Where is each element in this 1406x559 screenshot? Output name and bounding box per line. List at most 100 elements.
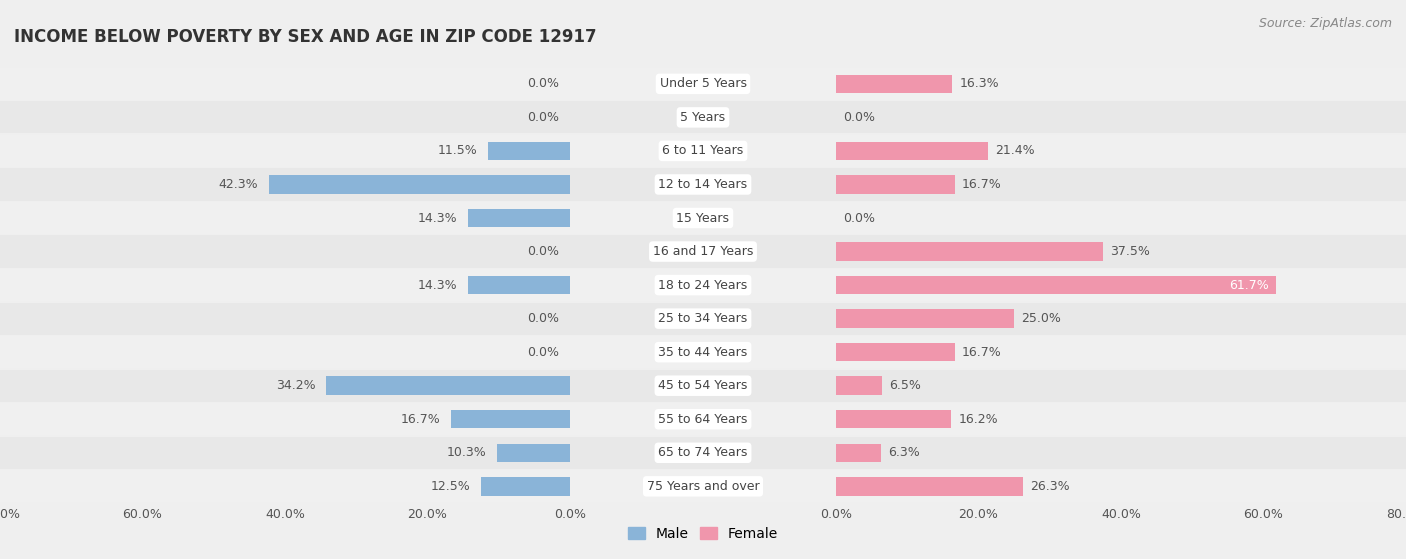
Bar [569, 403, 837, 435]
Text: 45 to 54 Years: 45 to 54 Years [658, 379, 748, 392]
Bar [0, 403, 569, 435]
Bar [0, 135, 569, 167]
Text: 14.3%: 14.3% [418, 211, 457, 225]
Bar [0, 336, 569, 368]
Bar [0, 235, 569, 268]
Bar [837, 310, 1014, 328]
Text: 0.0%: 0.0% [844, 211, 875, 225]
Text: 55 to 64 Years: 55 to 64 Years [658, 413, 748, 426]
Bar [837, 437, 1406, 469]
Bar [0, 369, 569, 402]
Text: 6.3%: 6.3% [889, 446, 920, 459]
Bar [0, 68, 569, 100]
Bar [569, 168, 837, 201]
Bar [837, 477, 1024, 496]
Bar [569, 437, 837, 469]
Bar [569, 135, 837, 167]
Bar [0, 101, 569, 134]
Text: 35 to 44 Years: 35 to 44 Years [658, 345, 748, 359]
Bar [0, 202, 569, 234]
Text: 16 and 17 Years: 16 and 17 Years [652, 245, 754, 258]
Bar [488, 142, 569, 160]
Text: 65 to 74 Years: 65 to 74 Years [658, 446, 748, 459]
Text: 6 to 11 Years: 6 to 11 Years [662, 144, 744, 158]
Bar [837, 410, 952, 428]
Bar [569, 101, 837, 134]
Bar [837, 68, 1406, 100]
Legend: Male, Female: Male, Female [623, 522, 783, 547]
Bar [837, 74, 952, 93]
Text: 5 Years: 5 Years [681, 111, 725, 124]
Text: 42.3%: 42.3% [218, 178, 257, 191]
Bar [0, 470, 569, 503]
Bar [837, 101, 1406, 134]
Bar [837, 235, 1406, 268]
Text: 6.5%: 6.5% [890, 379, 921, 392]
Bar [269, 175, 569, 193]
Text: 34.2%: 34.2% [276, 379, 315, 392]
Text: 16.2%: 16.2% [959, 413, 998, 426]
Text: 10.3%: 10.3% [446, 446, 486, 459]
Bar [468, 209, 569, 227]
Text: 16.7%: 16.7% [962, 178, 1002, 191]
Bar [569, 202, 837, 234]
Text: 16.7%: 16.7% [962, 345, 1002, 359]
Text: 25.0%: 25.0% [1021, 312, 1062, 325]
Text: Under 5 Years: Under 5 Years [659, 77, 747, 91]
Text: Source: ZipAtlas.com: Source: ZipAtlas.com [1258, 17, 1392, 30]
Bar [837, 403, 1406, 435]
Bar [837, 175, 955, 193]
Text: 0.0%: 0.0% [527, 77, 560, 91]
Bar [326, 377, 569, 395]
Text: 16.3%: 16.3% [959, 77, 998, 91]
Bar [569, 68, 837, 100]
Text: INCOME BELOW POVERTY BY SEX AND AGE IN ZIP CODE 12917: INCOME BELOW POVERTY BY SEX AND AGE IN Z… [14, 28, 596, 46]
Bar [837, 470, 1406, 503]
Text: 75 Years and over: 75 Years and over [647, 480, 759, 493]
Bar [496, 444, 569, 462]
Text: 61.7%: 61.7% [1229, 278, 1268, 292]
Bar [0, 437, 569, 469]
Text: 12 to 14 Years: 12 to 14 Years [658, 178, 748, 191]
Text: 21.4%: 21.4% [995, 144, 1035, 158]
Text: 0.0%: 0.0% [844, 111, 875, 124]
Text: 18 to 24 Years: 18 to 24 Years [658, 278, 748, 292]
Bar [569, 470, 837, 503]
Bar [0, 168, 569, 201]
Text: 0.0%: 0.0% [527, 111, 560, 124]
Text: 0.0%: 0.0% [527, 245, 560, 258]
Text: 14.3%: 14.3% [418, 278, 457, 292]
Text: 16.7%: 16.7% [401, 413, 440, 426]
Bar [468, 276, 569, 294]
Text: 37.5%: 37.5% [1111, 245, 1150, 258]
Bar [837, 142, 988, 160]
Bar [837, 269, 1406, 301]
Bar [837, 444, 882, 462]
Text: 11.5%: 11.5% [437, 144, 478, 158]
Bar [0, 269, 569, 301]
Text: 12.5%: 12.5% [430, 480, 470, 493]
Bar [837, 369, 1406, 402]
Bar [837, 336, 1406, 368]
Text: 25 to 34 Years: 25 to 34 Years [658, 312, 748, 325]
Bar [837, 243, 1104, 260]
Bar [569, 369, 837, 402]
Text: 0.0%: 0.0% [527, 312, 560, 325]
Text: 15 Years: 15 Years [676, 211, 730, 225]
Bar [837, 343, 955, 361]
Bar [837, 168, 1406, 201]
Text: 0.0%: 0.0% [527, 345, 560, 359]
Bar [569, 336, 837, 368]
Bar [451, 410, 569, 428]
Bar [837, 135, 1406, 167]
Bar [569, 269, 837, 301]
Text: 26.3%: 26.3% [1031, 480, 1070, 493]
Bar [569, 302, 837, 335]
Bar [837, 377, 883, 395]
Bar [837, 202, 1406, 234]
Bar [0, 302, 569, 335]
Bar [837, 276, 1275, 294]
Bar [481, 477, 569, 496]
Bar [837, 302, 1406, 335]
Bar [569, 235, 837, 268]
